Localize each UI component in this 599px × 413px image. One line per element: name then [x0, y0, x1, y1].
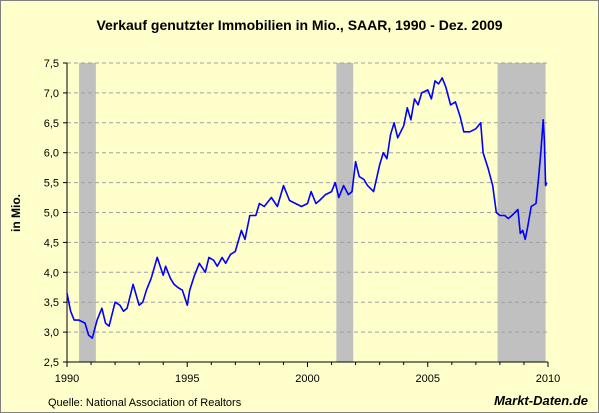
x-tick-labels: 1990 1995 2000 2005 2010	[55, 373, 560, 385]
source-note: Quelle: National Association of Realtors	[48, 397, 242, 409]
y-tick-label: 7,0	[44, 88, 59, 100]
y-tick-label: 5,5	[44, 178, 59, 190]
y-tick-label: 4,0	[44, 267, 59, 279]
recession-bands	[79, 63, 546, 362]
x-tick-label: 2000	[295, 373, 319, 385]
recession-band-1	[79, 63, 96, 362]
series	[66, 77, 548, 339]
y-tick-label: 3,0	[44, 327, 59, 339]
y-tick-label: 4,5	[44, 237, 59, 249]
y-tick-label: 7,5	[44, 58, 59, 70]
y-tick-label: 6,5	[44, 118, 59, 130]
y-tick-label: 2,5	[44, 357, 59, 369]
gridlines	[67, 62, 548, 333]
recession-band-2	[336, 63, 354, 362]
brand-logo-text: Markt-Daten.de	[494, 393, 588, 408]
x-tick-label: 1995	[175, 373, 199, 385]
y-tick-label: 6,0	[44, 148, 59, 160]
chart-title: Verkauf genutzter Immobilien in Mio., SA…	[96, 17, 503, 33]
x-tick-label: 1990	[55, 373, 79, 385]
x-tick-label: 2005	[416, 373, 440, 385]
series-line-1	[66, 77, 548, 339]
y-tick-label: 3,5	[44, 297, 59, 309]
y-tick-label: 5,0	[44, 208, 59, 220]
x-tick-label: 2010	[536, 373, 560, 385]
y-tick-labels: 2,5 3,0 3,5 4,0 4,5 5,0 5,5 6,0 6,5 7,0 7,5	[44, 58, 59, 369]
axes	[63, 62, 549, 367]
